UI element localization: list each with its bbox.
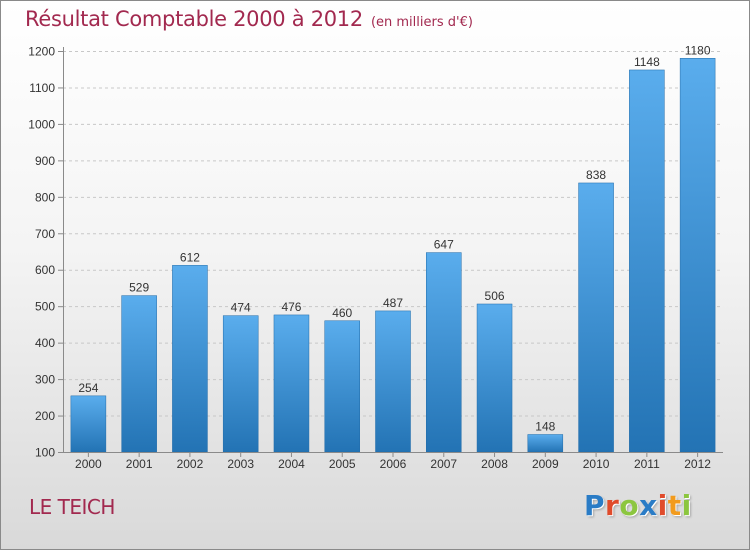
bar	[527, 434, 564, 453]
y-tick-label: 500	[35, 300, 55, 314]
y-axis-ticks: 100 200 300 400 500 600 700 800 900 1000 1100 1200	[28, 45, 63, 460]
y-tick-label: 300	[35, 373, 55, 387]
x-axis-ticks: 2000 2001 2002 2003 2004 2005 2006 2007 2008 2009…	[75, 452, 711, 471]
chart-subtitle: (en milliers d'€)	[370, 15, 473, 30]
y-tick-label: 600	[35, 263, 55, 277]
town-name: LE TEICH	[29, 495, 115, 519]
y-tick-label: 1000	[28, 117, 55, 131]
proxiti-logo: Proxiti	[584, 489, 692, 522]
x-tick-label: 2001	[126, 457, 153, 471]
y-tick-label: 400	[35, 336, 55, 350]
bar	[476, 303, 513, 453]
bar-value-label: 460	[332, 306, 352, 320]
y-tick-label: 100	[35, 446, 55, 460]
x-tick-label: 2003	[227, 457, 254, 471]
bars: 254 529 612 474 476 460 487 647 506 148 838 1148 118…	[70, 43, 716, 453]
bar-value-label: 838	[586, 168, 606, 182]
logo-letter: P	[584, 489, 606, 522]
x-tick-label: 2000	[75, 457, 102, 471]
logo-letter: r	[605, 489, 620, 522]
bar-value-label: 254	[78, 381, 98, 395]
bar	[679, 58, 716, 453]
logo-letter: t	[667, 489, 682, 522]
x-tick-label: 2009	[532, 457, 559, 471]
chart-title-text: Résultat Comptable 2000 à 2012	[25, 7, 363, 31]
bar	[222, 315, 259, 453]
bar	[629, 69, 665, 453]
bar-value-label: 647	[434, 238, 454, 252]
bar	[578, 182, 614, 453]
bar	[273, 314, 310, 453]
x-tick-label: 2004	[278, 457, 305, 471]
x-tick-label: 2005	[329, 457, 356, 471]
bar	[70, 395, 107, 453]
y-tick-label: 1200	[28, 45, 55, 59]
bar-value-label: 476	[281, 300, 301, 314]
bar	[426, 252, 462, 453]
bar-value-label: 506	[485, 289, 505, 303]
y-tick-label: 900	[35, 154, 55, 168]
bar-value-label: 148	[535, 420, 555, 434]
y-tick-label: 700	[35, 227, 55, 241]
logo-letter: x	[639, 489, 658, 522]
bar	[324, 320, 360, 453]
bar-value-label: 474	[231, 301, 251, 315]
x-tick-label: 2010	[583, 457, 610, 471]
logo-letter: o	[619, 489, 640, 522]
bar	[375, 310, 411, 453]
y-tick-label: 800	[35, 190, 55, 204]
bar	[121, 295, 157, 453]
x-tick-label: 2011	[634, 457, 660, 471]
x-tick-label: 2008	[481, 457, 508, 471]
x-tick-label: 2002	[177, 457, 204, 471]
bar-value-label: 487	[383, 296, 403, 310]
chart-title: Résultat Comptable 2000 à 2012 (en millie…	[25, 7, 473, 31]
y-tick-label: 1100	[29, 81, 55, 95]
bar-value-label: 529	[129, 281, 149, 295]
y-tick-label: 200	[35, 409, 55, 423]
bar	[172, 265, 208, 453]
bar-value-label: 612	[180, 250, 200, 264]
x-tick-label: 2012	[684, 457, 711, 471]
bar-value-label: 1148	[634, 55, 660, 69]
x-tick-label: 2006	[380, 457, 407, 471]
x-tick-label: 2007	[430, 457, 457, 471]
logo-letter: i	[657, 489, 668, 522]
logo-letter: i	[681, 489, 692, 522]
bar-value-label: 1180	[685, 43, 711, 57]
